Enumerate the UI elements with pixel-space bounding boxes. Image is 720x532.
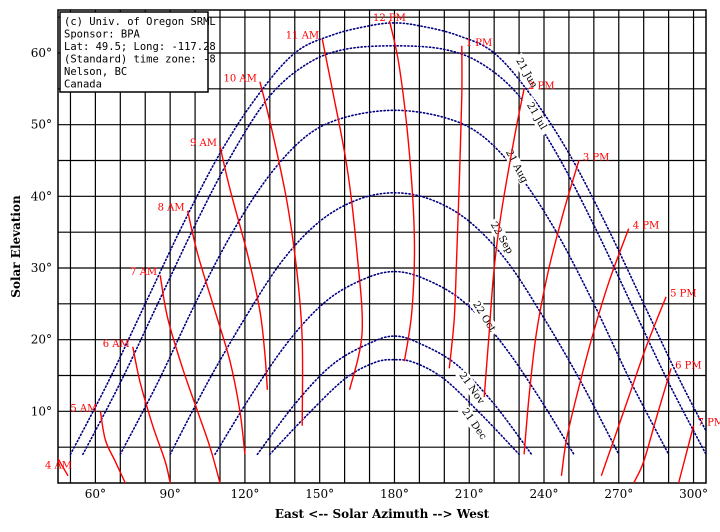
hour-line-0: [58, 457, 69, 477]
hour-label: 1 PM: [466, 38, 493, 49]
hour-line-12: [560, 228, 630, 476]
date-arc-label-bg: [511, 52, 542, 94]
y-tick-label: 40°: [31, 189, 52, 203]
hour-label: 4 PM: [633, 221, 660, 232]
info-box-line: Canada: [64, 79, 102, 91]
date-arc-2: [119, 109, 670, 456]
hour-line-6: [259, 81, 304, 426]
x-tick-label: 300°: [679, 487, 708, 501]
hour-label: 4 AM: [45, 461, 72, 472]
hour-label: 5 PM: [670, 289, 697, 300]
date-arc-label-holder: 21 Jul: [521, 95, 552, 137]
hour-labels: 4 AM 5 AM 6 AM 7 AM 8 AM 9 AM 10 AM 11 AM 12 PM 1…: [45, 13, 720, 472]
x-tick-label: 240°: [530, 487, 559, 501]
hour-line-14: [633, 368, 672, 483]
date-arc-label-bg: [521, 95, 552, 137]
info-box-line: Sponsor: BPA: [64, 29, 141, 41]
hour-line-2: [132, 346, 171, 483]
date-arc-6: [269, 358, 520, 456]
date-arc-label-holder: 21 Dec: [457, 404, 491, 444]
hour-label: 10 AM: [224, 74, 257, 85]
hour-line-3: [159, 275, 221, 483]
hour-label: 7 AM: [130, 267, 157, 278]
date-arc-5: [256, 335, 533, 456]
hour-label: 6 AM: [103, 339, 130, 350]
hour-label: 6 PM: [675, 360, 702, 371]
hour-line-11: [523, 160, 580, 455]
date-arc-4: [214, 270, 575, 456]
x-tick-label: 180°: [380, 487, 409, 501]
date-arc-label-holder: 22 Oct: [468, 296, 500, 337]
hour-label: 9 AM: [190, 138, 217, 149]
info-box-line: (c) Univ. of Oregon SRML: [64, 16, 216, 28]
date-arc-3: [169, 191, 620, 456]
x-tick-label: 270°: [604, 487, 633, 501]
hour-label: 11 AM: [286, 31, 319, 42]
x-tick-label: 150°: [305, 487, 334, 501]
x-tick-label: 210°: [455, 487, 484, 501]
date-arcs: [69, 22, 706, 456]
date-arc-label-bg: [455, 368, 489, 408]
y-tick-label: 10°: [31, 404, 52, 418]
date-arc-label: 22 Sep: [488, 220, 515, 256]
y-tick-label: 20°: [31, 333, 52, 347]
date-arc-1: [82, 44, 706, 456]
hour-line-8: [388, 20, 416, 362]
info-box-frame: [59, 11, 209, 93]
info-box-line: (Standard) time zone: -8: [64, 54, 216, 66]
hour-line-5: [219, 146, 269, 390]
plot-frame: [57, 9, 707, 484]
date-arc-0: [69, 22, 706, 456]
hour-label: 8 AM: [158, 203, 185, 214]
hour-line-4: [186, 210, 246, 455]
y-tick-label: 50°: [31, 118, 52, 132]
hour-lines: [58, 20, 695, 483]
hour-line-7: [321, 38, 364, 390]
hour-line-15: [677, 425, 695, 483]
date-arc-label-bg: [502, 145, 532, 187]
y-axis-label: Solar Elevation: [9, 195, 23, 298]
x-axis-label: East <-- Solar Azimuth --> West: [275, 507, 490, 521]
date-arc-label: 22 Oct: [470, 300, 497, 334]
x-tick-label: 120°: [230, 487, 259, 501]
hour-line-1: [99, 411, 126, 483]
hour-label: 3 PM: [583, 153, 610, 164]
date-arc-label: 21 Jul: [524, 101, 548, 132]
y-tick-label: 30°: [31, 261, 52, 275]
x-tick-label: 60°: [85, 487, 106, 501]
hour-label: 2 PM: [528, 81, 555, 92]
hour-line-13: [600, 296, 667, 477]
date-arc-label-bg: [457, 404, 491, 444]
info-box-line: Lat: 49.5; Long: -117.28: [64, 41, 216, 53]
hour-line-10: [483, 88, 525, 398]
info-box-line: Nelson, BC: [64, 66, 127, 78]
date-arc-label-bg: [486, 217, 517, 259]
hour-label: 7 PM: [698, 418, 720, 429]
hour-label: 12 PM: [373, 13, 406, 24]
date-arc-label-holder: 21 Nov: [455, 368, 489, 408]
date-arc-label-holder: 22 Sep: [486, 217, 517, 259]
x-tick-label: 90°: [160, 487, 181, 501]
hour-line-9: [448, 45, 463, 369]
y-tick-label: 60°: [31, 46, 52, 60]
hour-label: 5 AM: [70, 403, 97, 414]
date-arc-label-bg: [468, 296, 500, 337]
